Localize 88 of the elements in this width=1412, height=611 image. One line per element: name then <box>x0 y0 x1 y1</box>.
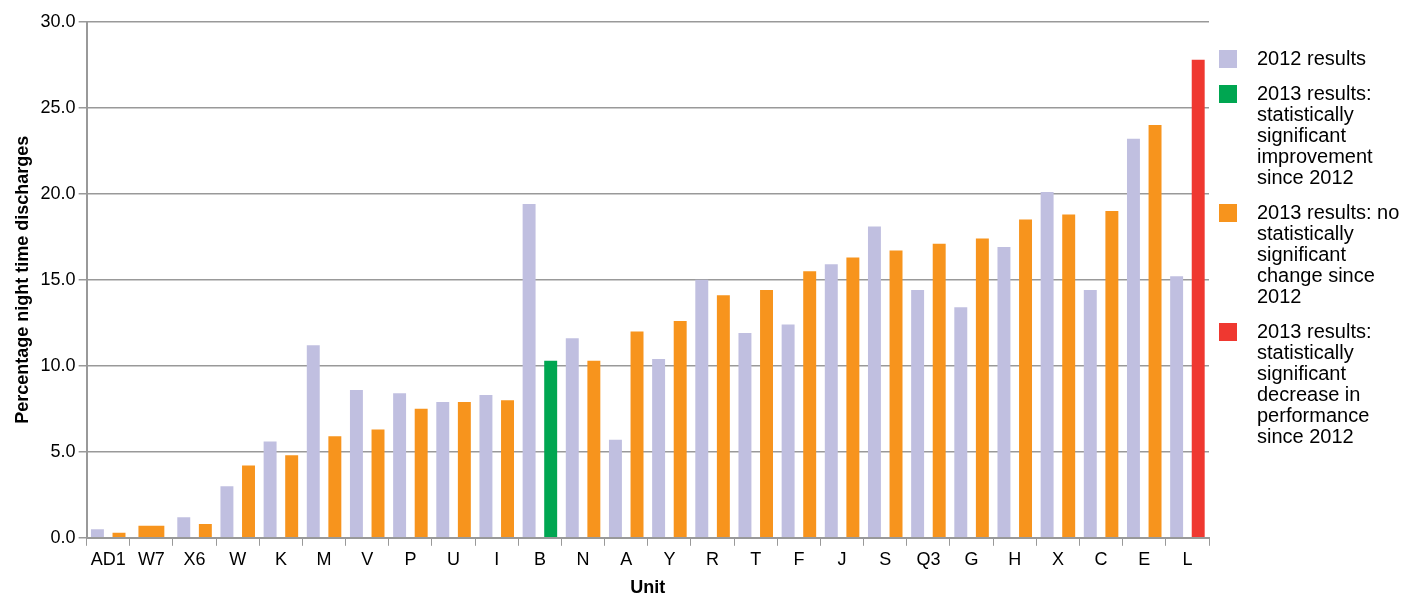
bar <box>501 400 514 538</box>
bar <box>846 257 860 538</box>
x-tick-label: S <box>879 548 892 569</box>
x-tick-label: M <box>316 548 332 569</box>
x-tick-label: C <box>1094 548 1108 569</box>
bar <box>954 307 968 538</box>
legend-label: 2013 results: statistically significant decrease in performance since 2012 <box>1257 320 1373 447</box>
x-tick-label: X6 <box>183 548 206 569</box>
bar <box>220 486 234 538</box>
bar <box>824 264 838 538</box>
x-tick-label: H <box>1008 548 1022 569</box>
x-tick-label: U <box>447 548 461 569</box>
x-tick-label: J <box>837 548 847 569</box>
bar <box>198 524 212 538</box>
bar <box>932 243 946 538</box>
bar <box>781 324 795 538</box>
x-tick-label: F <box>793 548 805 569</box>
bar <box>1062 214 1076 538</box>
y-tick-label: 30.0 <box>40 10 76 31</box>
bar <box>867 226 881 538</box>
bar <box>349 389 363 538</box>
bar <box>760 290 773 538</box>
bar <box>1170 276 1184 538</box>
bar <box>997 247 1011 538</box>
x-tick-label: I <box>494 548 500 569</box>
bar <box>803 271 817 538</box>
bar <box>522 204 536 538</box>
x-tick-label: R <box>706 548 720 569</box>
legend-label: 2013 results: no statistically significant change since 2012 <box>1257 201 1401 307</box>
x-tick-label: AD1 <box>90 548 126 569</box>
bar <box>716 295 730 538</box>
bar <box>1083 290 1097 538</box>
bar <box>1148 125 1162 538</box>
bar <box>911 290 925 538</box>
x-tick-label: A <box>620 548 633 569</box>
bar <box>177 517 191 538</box>
x-tick-label: E <box>1138 548 1151 569</box>
x-tick-label: L <box>1182 548 1193 569</box>
x-tick-label: P <box>404 548 417 569</box>
bar <box>328 436 342 538</box>
bar <box>565 338 579 538</box>
bar <box>90 529 104 538</box>
bar <box>457 401 471 538</box>
bar <box>393 393 407 538</box>
bar <box>738 333 752 538</box>
y-tick-label: 20.0 <box>40 182 76 203</box>
bar <box>544 360 558 538</box>
bar <box>587 360 601 538</box>
bar <box>1105 211 1119 538</box>
bar <box>975 238 989 538</box>
x-tick-label: G <box>964 548 979 569</box>
bar <box>371 429 385 538</box>
y-tick-label: 25.0 <box>40 96 76 117</box>
x-tick-label: T <box>750 548 762 569</box>
x-tick-label: X <box>1051 548 1064 569</box>
x-tick-label: Y <box>663 548 676 569</box>
legend-label: 2012 results <box>1257 47 1367 69</box>
y-axis-title: Percentage night time discharges <box>11 135 32 424</box>
bar <box>263 441 277 538</box>
legend-label: 2013 results: statistically significant improvement since 2012 <box>1257 82 1374 188</box>
bar <box>652 358 666 538</box>
y-tick-label: 15.0 <box>40 268 76 289</box>
bar <box>242 465 255 538</box>
bar <box>436 401 450 538</box>
bar <box>285 455 299 538</box>
x-tick-label: Q3 <box>916 548 941 569</box>
bar <box>1040 192 1054 538</box>
x-axis-title: Unit <box>630 577 666 598</box>
x-tick-label: K <box>274 548 287 569</box>
bar <box>1019 219 1033 538</box>
x-tick-label: N <box>576 548 590 569</box>
x-tick-label: W7 <box>137 548 165 569</box>
bar <box>479 395 493 538</box>
x-tick-label: B <box>533 548 546 569</box>
bar <box>695 279 709 538</box>
bar <box>1126 138 1140 538</box>
bar <box>1191 59 1205 538</box>
bar <box>673 321 687 538</box>
bar <box>889 250 903 538</box>
x-tick-label: W <box>229 548 247 569</box>
y-tick-label: 5.0 <box>50 440 76 461</box>
y-tick-label: 10.0 <box>40 354 76 375</box>
bar <box>630 331 644 538</box>
x-tick-label: V <box>361 548 374 569</box>
bar <box>608 439 622 538</box>
bar <box>306 345 320 538</box>
bar <box>414 408 428 538</box>
y-tick-label: 0.0 <box>50 526 76 547</box>
